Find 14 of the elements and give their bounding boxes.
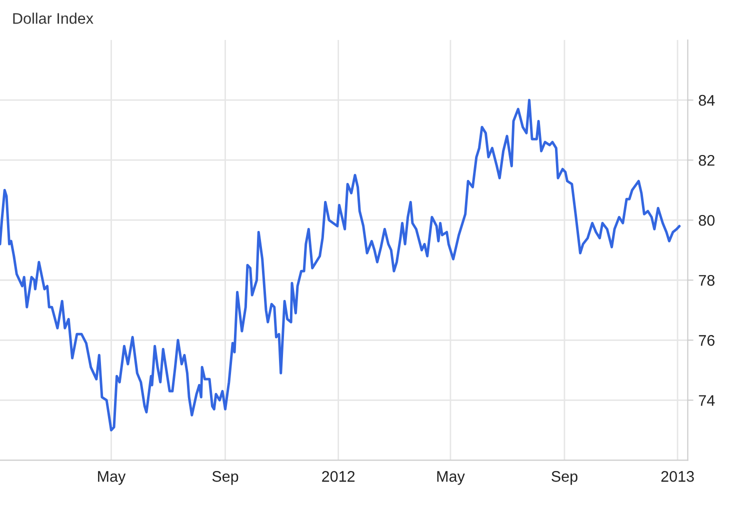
x-tick-label: Sep bbox=[212, 471, 238, 485]
x-tick-label: 2013 bbox=[661, 471, 694, 482]
line-series bbox=[0, 98, 681, 432]
y-tick-label: 84 bbox=[698, 94, 715, 106]
chart-title: Dollar Index bbox=[13, 12, 94, 24]
x-tick-label: Sep bbox=[552, 471, 578, 485]
y-tick-label: 78 bbox=[698, 275, 714, 286]
x-tick-label: May bbox=[98, 471, 126, 485]
y-tick-label: 74 bbox=[698, 395, 715, 406]
y-tick-label: 80 bbox=[698, 214, 715, 226]
y-tick-label: 76 bbox=[698, 335, 714, 346]
x-tick-label: May bbox=[437, 471, 465, 485]
x-tick-label: 2012 bbox=[322, 471, 355, 482]
y-tick-label: 82 bbox=[698, 154, 714, 166]
